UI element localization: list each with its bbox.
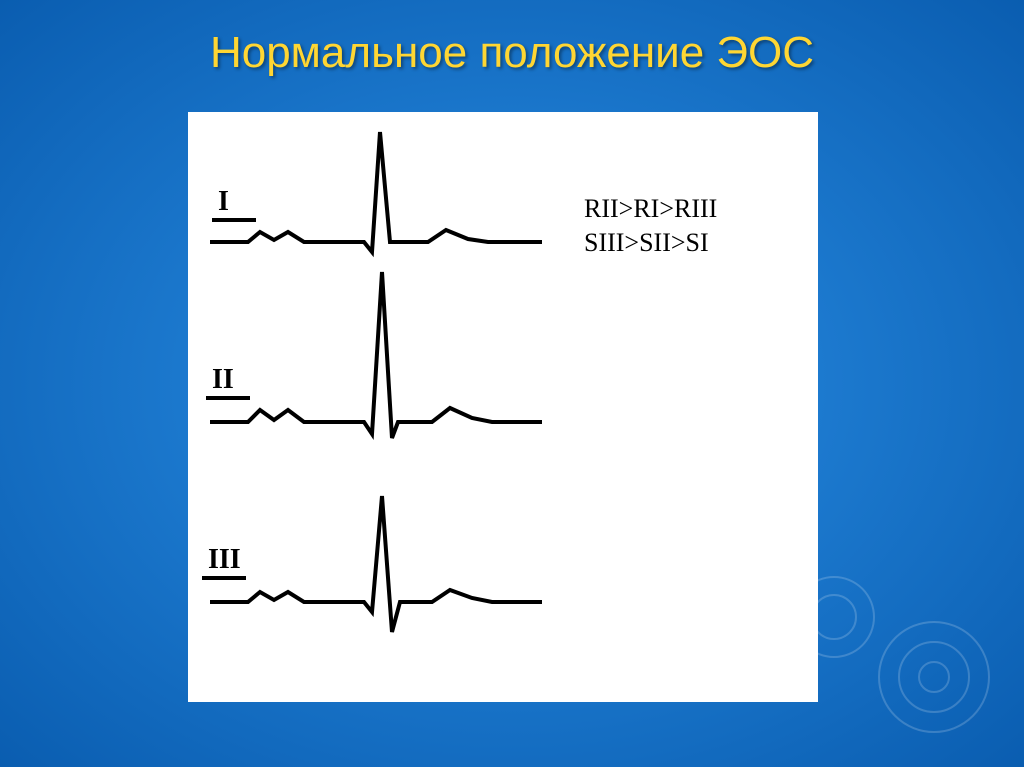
lead-label-1: I (218, 186, 229, 218)
slide: Нормальное положение ЭОС IIIIIIRII>RI>RI… (0, 0, 1024, 767)
lead-label-3: III (208, 544, 241, 576)
slide-title: Нормальное положение ЭОС (0, 28, 1024, 78)
formula-1: RII>RI>RIII (584, 194, 717, 224)
formula-2: SIII>SII>SI (584, 228, 709, 258)
ripple-decoration (714, 557, 1014, 757)
lead-label-2: II (212, 364, 234, 396)
